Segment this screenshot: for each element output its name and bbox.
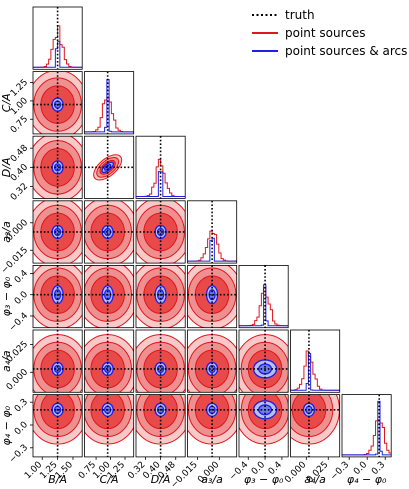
panel-2-2: [135, 135, 186, 199]
panel-2-1: [84, 135, 135, 199]
hist-point-sources: [290, 350, 340, 391]
panel-frame: [187, 394, 238, 458]
panel-frame: [238, 394, 289, 458]
panel-frame: [238, 329, 289, 393]
panel-frame: [341, 394, 392, 458]
legend-label-point-sources-arcs: point sources & arcs: [285, 44, 407, 58]
contour-point-sources-arcs-2: [156, 364, 165, 374]
panel-frame: [135, 329, 186, 393]
panel-6-2: [135, 394, 186, 458]
panel-6-4: [238, 394, 289, 458]
y-axis-label: C/A: [0, 93, 13, 112]
x-axis-label: φ₄ − φ₀: [347, 473, 387, 486]
hist-point-sources-arcs: [33, 41, 83, 68]
panel-5-2: [135, 329, 186, 393]
panel-4-1: [84, 264, 135, 329]
panel-frame: [84, 329, 135, 393]
x-axis-label: a₄/a: [304, 473, 326, 486]
y-tick-label: 0.75: [9, 114, 30, 135]
hist-point-sources-arcs: [342, 400, 392, 456]
panel-4-2: [135, 264, 186, 329]
panel-6-6: [341, 394, 392, 458]
panel-frame: [32, 71, 83, 135]
legend-label-truth: truth: [285, 8, 315, 22]
x-axis-label: D/A: [151, 473, 171, 486]
y-tick-label: 0.0: [13, 290, 30, 307]
x-axis-label: φ₃ − φ₀: [244, 473, 284, 486]
panel-frame: [32, 6, 83, 70]
y-tick-label: 0.32: [9, 182, 30, 203]
panel-frame: [135, 135, 186, 199]
x-axis-label: a₃/a: [201, 473, 223, 486]
panel-frame: [84, 200, 135, 264]
contour-point-sources-arcs-2: [156, 227, 165, 237]
hist-point-sources: [187, 230, 237, 262]
hist-point-sources-arcs: [187, 237, 237, 262]
hist-point-sources-arcs: [290, 352, 340, 391]
panel-6-0: [32, 394, 83, 458]
hist-point-sources: [342, 419, 392, 456]
panel-6-5: [290, 394, 341, 458]
y-tick-label: 0.3: [13, 397, 30, 414]
panel-frame: [290, 394, 341, 458]
panel-frame: [187, 200, 238, 264]
panel-4-0: [32, 264, 83, 329]
panel-5-4: [238, 329, 289, 393]
panel-3-0: [32, 200, 83, 264]
y-axis-label: a₃/a: [0, 221, 13, 243]
hist-point-sources-arcs: [84, 78, 134, 133]
panel-grid: 0.751.001.25C/A0.320.400.48D/A−0.0150.00…: [0, 6, 392, 489]
panel-3-2: [135, 200, 186, 264]
legend: truth point sources point sources & arcs: [252, 8, 407, 58]
panel-4-3: [187, 264, 238, 329]
panel-frame: [135, 264, 186, 329]
panel-6-1: [84, 394, 135, 458]
hist-point-sources-arcs: [239, 284, 289, 327]
panel-6-3: [187, 394, 238, 458]
panel-frame: [32, 200, 83, 264]
panel-frame: [290, 329, 341, 393]
panel-2-0: [32, 135, 83, 199]
contour-point-sources-arcs-2: [53, 163, 62, 172]
x-axis-label: B/A: [48, 473, 67, 486]
contour-point-sources-arcs-2: [208, 364, 216, 374]
panel-frame: [84, 264, 135, 329]
panel-5-5: [290, 329, 341, 393]
panel-5-3: [187, 329, 238, 393]
panel-3-3: [187, 200, 238, 264]
y-axis-label: D/A: [0, 157, 13, 177]
y-axis-label: φ₃ − φ₀: [0, 276, 13, 316]
panel-frame: [84, 394, 135, 458]
panel-frame: [84, 71, 135, 135]
contour-point-sources-arcs-2: [53, 364, 62, 374]
panel-5-0: [32, 329, 83, 393]
y-axis-label: a₄/a: [0, 350, 13, 372]
panel-1-0: [32, 71, 83, 135]
panel-3-1: [84, 200, 135, 264]
panel-frame: [84, 135, 135, 199]
panel-frame: [32, 264, 83, 329]
panel-frame: [187, 264, 238, 329]
hist-point-sources-arcs: [136, 171, 186, 197]
panel-frame: [187, 329, 238, 393]
y-axis-label: φ₄ − φ₀: [0, 405, 13, 445]
contour-point-sources-arcs-2: [53, 227, 62, 237]
x-axis-label: C/A: [100, 473, 119, 486]
panel-5-1: [84, 329, 135, 393]
panel-frame: [238, 264, 289, 329]
legend-label-point-sources: point sources: [285, 26, 366, 40]
panel-frame: [32, 329, 83, 393]
panel-0-0: [32, 6, 83, 70]
panel-1-1: [84, 71, 135, 135]
y-tick-label: 0.0: [13, 420, 30, 437]
panel-4-4: [238, 264, 289, 329]
panel-frame: [135, 200, 186, 264]
y-tick-label: 0.4: [13, 268, 30, 285]
